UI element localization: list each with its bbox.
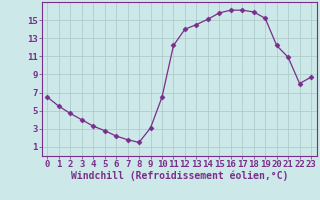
X-axis label: Windchill (Refroidissement éolien,°C): Windchill (Refroidissement éolien,°C) bbox=[70, 171, 288, 181]
